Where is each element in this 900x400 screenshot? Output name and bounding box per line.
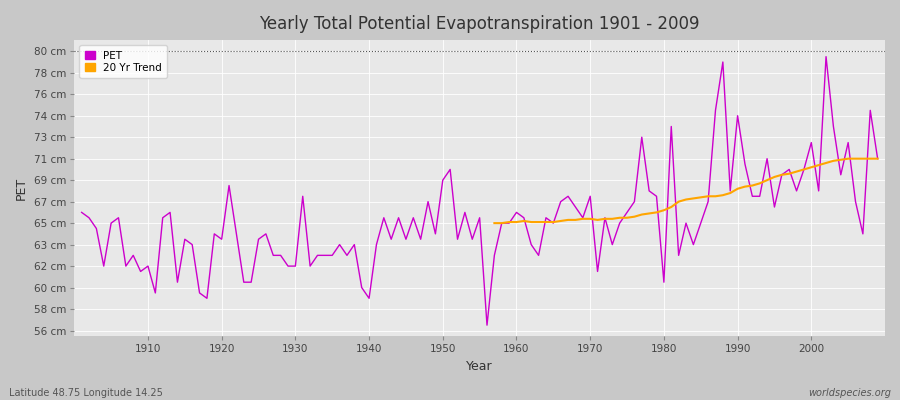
PET [511,210,522,215]
PET [518,215,529,220]
20 Yr Trend [828,158,839,163]
Line: 20 Yr Trend: 20 Yr Trend [494,159,878,223]
PET [135,269,146,274]
Legend: PET, 20 Yr Trend: PET, 20 Yr Trend [79,45,167,78]
Text: Latitude 48.75 Longitude 14.25: Latitude 48.75 Longitude 14.25 [9,388,163,398]
X-axis label: Year: Year [466,360,493,373]
20 Yr Trend [717,193,728,198]
Title: Yearly Total Potential Evapotranspiration 1901 - 2009: Yearly Total Potential Evapotranspiratio… [259,15,700,33]
PET [607,242,617,247]
20 Yr Trend [842,156,853,161]
20 Yr Trend [710,194,721,199]
20 Yr Trend [489,221,500,226]
PET [76,210,87,215]
PET [821,54,832,59]
Line: PET: PET [82,57,878,325]
20 Yr Trend [784,171,795,176]
Text: worldspecies.org: worldspecies.org [808,388,891,398]
PET [872,156,883,161]
20 Yr Trend [592,218,603,222]
20 Yr Trend [733,186,743,191]
PET [482,323,492,328]
Y-axis label: PET: PET [15,176,28,200]
PET [297,194,308,199]
20 Yr Trend [872,156,883,161]
PET [342,253,353,258]
